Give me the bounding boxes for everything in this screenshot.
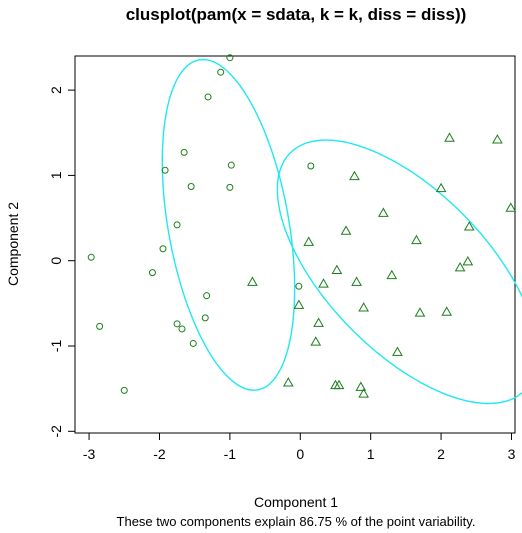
point-circle <box>226 54 234 62</box>
point-triangle <box>331 264 343 274</box>
point-circle <box>189 339 197 347</box>
y-tick-label: 0 <box>48 257 64 265</box>
point-triangle <box>247 276 258 286</box>
point-triangle <box>463 221 475 231</box>
point-triangle <box>349 170 360 181</box>
point-triangle <box>355 381 367 391</box>
point-triangle <box>351 276 362 286</box>
x-tick-label: 0 <box>296 446 304 462</box>
x-tick-label: 1 <box>367 446 375 462</box>
point-triangle <box>340 225 352 235</box>
point-triangle <box>411 234 422 245</box>
point-circle <box>173 320 181 328</box>
point-triangle <box>492 134 503 144</box>
y-axis: -2 -1 0 1 2 <box>48 86 76 438</box>
point-circle <box>120 386 128 394</box>
x-tick-label: -1 <box>224 446 237 462</box>
point-circle <box>173 221 181 229</box>
point-circle <box>161 166 169 174</box>
point-triangle <box>441 306 453 316</box>
x-tick-label: -3 <box>83 446 96 462</box>
point-triangle <box>303 236 315 246</box>
point-circle <box>187 183 195 190</box>
point-triangle <box>435 182 447 193</box>
point-triangle <box>462 256 474 266</box>
x-tick-label: -2 <box>153 446 166 462</box>
point-triangle <box>358 388 370 398</box>
point-triangle <box>282 377 294 387</box>
point-triangle <box>318 278 329 288</box>
point-circle <box>87 253 95 261</box>
point-triangle <box>313 317 324 327</box>
point-triangle <box>333 379 345 390</box>
point-triangle <box>293 299 305 309</box>
point-triangle <box>392 346 403 356</box>
point-triangle <box>377 207 389 217</box>
y-tick-label: -2 <box>48 425 64 438</box>
point-circle <box>180 148 188 156</box>
point-circle <box>148 269 156 277</box>
cluster-ellipses <box>161 58 522 405</box>
point-triangle <box>444 132 455 142</box>
cluster-ellipse-1 <box>161 58 296 391</box>
point-circle <box>227 161 235 169</box>
point-circle <box>295 282 303 290</box>
point-circle <box>159 245 167 253</box>
point-circle <box>96 322 104 330</box>
cluster-ellipse-2 <box>276 139 522 405</box>
point-circle <box>217 68 225 76</box>
point-circle <box>307 162 315 170</box>
chart-subtitle: These two components explain 86.75 % of … <box>117 514 476 529</box>
chart-title: clusplot(pam(x = sdata, k = k, diss = di… <box>126 5 467 24</box>
y-tick-label: 1 <box>48 171 64 179</box>
plot-frame <box>74 55 516 434</box>
point-triangle <box>414 307 426 317</box>
point-triangle <box>358 302 370 312</box>
point-circle <box>226 183 234 191</box>
x-tick-label: 2 <box>437 446 445 462</box>
point-triangle <box>310 336 322 346</box>
y-tick-label: 2 <box>48 86 64 94</box>
point-circle <box>201 314 209 322</box>
point-circle <box>203 292 211 300</box>
point-triangle <box>454 262 466 272</box>
x-axis-label: Component 1 <box>254 494 338 510</box>
x-axis: -3 -2 -1 0 1 2 3 <box>83 432 516 462</box>
point-circle <box>178 325 186 333</box>
point-triangle <box>386 269 398 280</box>
y-axis-label: Component 2 <box>5 202 21 286</box>
point-circle <box>204 93 212 101</box>
point-triangle <box>505 202 517 212</box>
y-tick-label: -1 <box>48 340 64 353</box>
x-tick-label: 3 <box>508 446 516 462</box>
data-points <box>87 54 517 398</box>
